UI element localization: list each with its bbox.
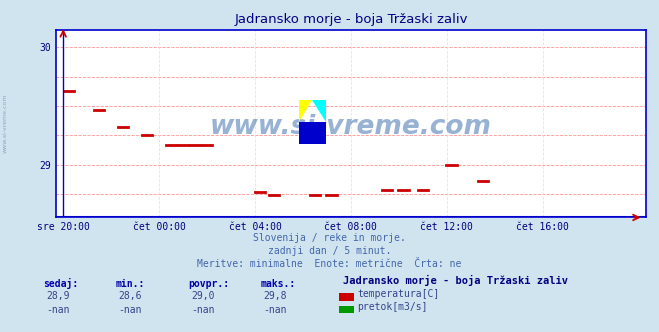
Text: povpr.:: povpr.: bbox=[188, 279, 229, 289]
Text: 28,9: 28,9 bbox=[46, 291, 70, 301]
Text: Meritve: minimalne  Enote: metrične  Črta: ne: Meritve: minimalne Enote: metrične Črta:… bbox=[197, 259, 462, 269]
Text: Slovenija / reke in morje.: Slovenija / reke in morje. bbox=[253, 233, 406, 243]
Text: temperatura[C]: temperatura[C] bbox=[357, 290, 440, 299]
Text: Jadransko morje - boja Tržaski zaliv: Jadransko morje - boja Tržaski zaliv bbox=[343, 275, 567, 286]
Text: www.si-vreme.com: www.si-vreme.com bbox=[3, 93, 8, 153]
Text: sedaj:: sedaj: bbox=[43, 278, 78, 289]
Text: -nan: -nan bbox=[119, 305, 142, 315]
Text: www.si-vreme.com: www.si-vreme.com bbox=[210, 115, 492, 140]
Text: 29,0: 29,0 bbox=[191, 291, 215, 301]
Text: zadnji dan / 5 minut.: zadnji dan / 5 minut. bbox=[268, 246, 391, 256]
Text: -nan: -nan bbox=[46, 305, 70, 315]
Text: pretok[m3/s]: pretok[m3/s] bbox=[357, 302, 428, 312]
Text: min.:: min.: bbox=[115, 279, 145, 289]
Text: maks.:: maks.: bbox=[260, 279, 295, 289]
Text: 28,6: 28,6 bbox=[119, 291, 142, 301]
Polygon shape bbox=[299, 100, 312, 122]
Text: -nan: -nan bbox=[264, 305, 287, 315]
Title: Jadransko morje - boja Tržaski zaliv: Jadransko morje - boja Tržaski zaliv bbox=[234, 13, 468, 26]
Text: -nan: -nan bbox=[191, 305, 215, 315]
Polygon shape bbox=[312, 100, 326, 122]
Polygon shape bbox=[299, 122, 326, 144]
Text: 29,8: 29,8 bbox=[264, 291, 287, 301]
